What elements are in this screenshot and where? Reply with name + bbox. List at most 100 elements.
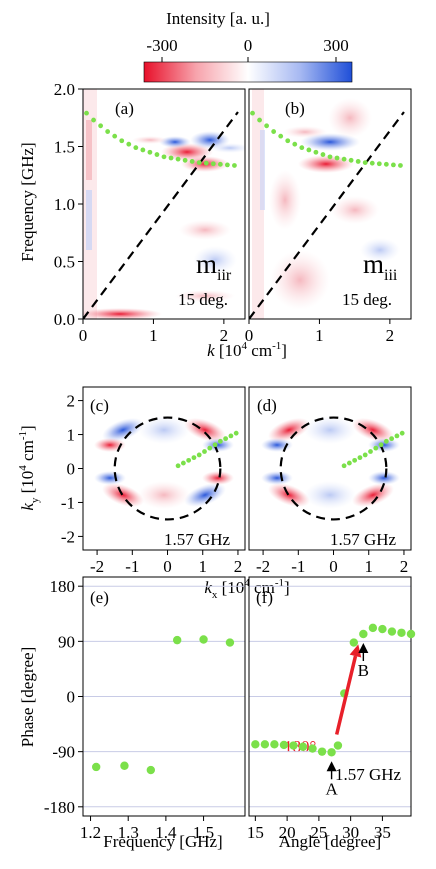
colorbar-title: Intensity [a. u.]	[166, 9, 270, 28]
panel-b-green-dot	[362, 160, 368, 166]
panel-e-ytick-label: -180	[44, 798, 75, 817]
panel-c-dashed-circle	[113, 416, 222, 521]
panel-d-green-dot	[362, 452, 368, 458]
panel-b-green-dot	[398, 163, 403, 168]
panel-a-green-dot	[232, 163, 237, 168]
panel-c-xtick-label: -2	[90, 557, 104, 576]
panel-b-green-dot	[285, 138, 291, 144]
panel-a-m-subscript: iir	[217, 267, 232, 284]
panel-f-freq-annotation: 1.57 GHz	[335, 765, 402, 784]
panel-e-xtick-label: 1.2	[80, 823, 101, 842]
panel-e-ytick-label: 0	[67, 688, 76, 707]
marker-B-label: B	[358, 661, 369, 680]
marker-A-arrowhead	[326, 761, 337, 772]
panel-b-xtick-label: 0	[245, 326, 254, 345]
panel-e-label: (e)	[90, 588, 109, 607]
panel-d-heatmap-texture	[261, 416, 400, 509]
panel-a-ytick-label: 0.5	[54, 253, 75, 272]
panel-f-data-point	[298, 742, 308, 751]
panel-a-green-dot	[217, 161, 223, 167]
panel-b-overlay	[249, 110, 405, 319]
panel-b-green-dot	[271, 129, 277, 134]
panel-c-label: (c)	[90, 396, 109, 415]
panel-f-label: (f)	[256, 588, 273, 607]
panel-d-green-dot	[389, 436, 395, 442]
panel-a-m-label: miir	[196, 249, 232, 284]
panel-e-xtick-label: 1.5	[193, 823, 214, 842]
panel-b-green-dot	[376, 161, 382, 167]
panel-d-xtick-label: 1	[364, 557, 373, 576]
panel-c-ytick-label: -1	[61, 493, 75, 512]
panel-a-heatmap-texture	[83, 89, 245, 319]
panel-b-xtick-label: 2	[386, 326, 395, 345]
panel-a-xtick-label: 0	[79, 326, 88, 345]
panel-a-green-dot	[196, 160, 202, 166]
panel-a-green-dot	[189, 159, 195, 164]
panel-c-ytick-label: 1	[67, 426, 76, 445]
panel-d-green-dot	[399, 430, 405, 436]
marker-A-label: A	[325, 779, 338, 798]
panel-f-data-point	[289, 741, 298, 750]
panel-a-green-dot	[119, 138, 125, 144]
panel-d-xtick-label: 2	[400, 557, 409, 576]
red-arrow-head	[349, 644, 362, 658]
panel-f-frame	[248, 576, 412, 817]
panel-a-green-dot	[203, 160, 209, 166]
panel-e-ytick-label: 180	[50, 577, 76, 596]
panel-b-green-dot	[355, 159, 361, 164]
panel-a-ytick-label: 0.0	[54, 310, 75, 329]
colorbar: Intensity [a. u.] -300 0 300	[143, 9, 353, 83]
panel-b-green-dot	[390, 162, 396, 168]
panel-f-data-point	[260, 740, 270, 749]
ylabel-phase: Phase [degree]	[18, 647, 37, 748]
panel-b-green-dot	[292, 141, 298, 147]
panel-c-xtick-label: -1	[125, 557, 139, 576]
panel-b-angle-annotation: 15 deg.	[342, 290, 392, 309]
panel-a-frame	[82, 88, 246, 320]
panel-d-frame	[248, 386, 412, 551]
panel-f-data-point	[333, 741, 343, 750]
panel-e-data-point	[146, 765, 156, 775]
panel-a-angle-annotation: 15 deg.	[178, 290, 228, 309]
colorbar-gradient	[143, 61, 353, 83]
panel-e-ytick-label: 90	[58, 632, 75, 651]
panel-e-xtick-label: 1.4	[155, 823, 177, 842]
panel-d-green-dot	[368, 449, 373, 454]
panel-b-xtick-label: 1	[315, 326, 324, 345]
panel-a-green-dot	[182, 157, 188, 163]
panel-b-heatmap-texture	[252, 89, 400, 319]
panel-b-green-dot	[313, 149, 319, 155]
panel-f-data-point	[378, 624, 387, 634]
panel-c-xtick-label: 1	[198, 557, 207, 576]
colorbar-tick-zero: 0	[244, 36, 253, 55]
panel-b-green-dot	[348, 157, 354, 163]
panel-c-ytick-label: -2	[61, 527, 75, 546]
panel-d-label: (d)	[257, 396, 277, 415]
panel-f-data-point	[308, 744, 317, 753]
panel-b-green-dot	[327, 154, 333, 160]
panel-c-overlay	[113, 416, 239, 521]
panel-a-green-dot	[112, 133, 118, 139]
panel-b-green-dot	[299, 145, 305, 151]
panel-f-data-point	[387, 627, 397, 636]
panel-a-green-dot	[98, 123, 104, 129]
red-arrow-shaft	[334, 655, 358, 735]
panel-b-label: (b)	[285, 99, 305, 118]
panel-e-ytick-label: -90	[52, 743, 75, 762]
panel-b-green-dot	[341, 156, 347, 162]
panel-a-green-dot	[91, 117, 96, 123]
panel-d-green-dot	[373, 445, 379, 451]
panel-c-green-dot	[223, 436, 229, 442]
panel-d-dashed-circle	[279, 416, 388, 521]
panel-d-green-dot	[341, 463, 347, 469]
panel-f-xtick-label: 30	[342, 823, 359, 842]
panel-a-xtick-label: 1	[149, 326, 158, 345]
panel-e-data-point	[199, 635, 208, 644]
panel-a-xtick-label: 2	[220, 326, 229, 345]
panel-e-data-point	[225, 638, 235, 647]
panel-d-green-dot	[394, 433, 400, 439]
panel-f-data-point	[279, 740, 289, 750]
xlabel-angle: Angle [degree]	[279, 832, 381, 851]
panel-f-data-point	[349, 638, 359, 647]
panel-d-freq-annotation: 1.57 GHz	[330, 530, 397, 549]
